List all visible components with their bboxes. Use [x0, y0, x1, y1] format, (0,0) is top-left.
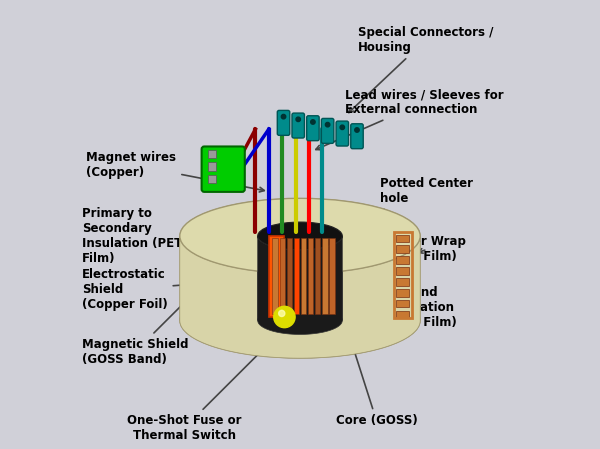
FancyBboxPatch shape: [272, 238, 278, 314]
Circle shape: [274, 306, 295, 328]
FancyBboxPatch shape: [396, 299, 409, 308]
Circle shape: [281, 114, 286, 119]
FancyBboxPatch shape: [396, 267, 409, 275]
Text: One-Shot Fuse or
Thermal Switch: One-Shot Fuse or Thermal Switch: [127, 329, 283, 442]
FancyBboxPatch shape: [396, 289, 409, 297]
FancyBboxPatch shape: [202, 146, 245, 192]
FancyBboxPatch shape: [308, 238, 313, 314]
FancyBboxPatch shape: [396, 278, 409, 286]
Polygon shape: [258, 222, 342, 321]
Polygon shape: [180, 198, 420, 321]
Ellipse shape: [180, 283, 420, 358]
Text: Primary to
Secondary
Insulation (PET
Film): Primary to Secondary Insulation (PET Fil…: [82, 207, 282, 265]
FancyBboxPatch shape: [329, 238, 335, 314]
Text: Special Connectors /
Housing: Special Connectors / Housing: [349, 26, 493, 113]
FancyBboxPatch shape: [396, 246, 409, 253]
Polygon shape: [180, 236, 420, 358]
Ellipse shape: [258, 222, 342, 250]
Circle shape: [325, 123, 330, 127]
FancyBboxPatch shape: [396, 311, 409, 318]
Circle shape: [296, 117, 301, 122]
Circle shape: [355, 128, 359, 132]
FancyBboxPatch shape: [351, 124, 363, 149]
FancyBboxPatch shape: [396, 256, 409, 264]
Text: Magnet wires
(Copper): Magnet wires (Copper): [86, 151, 264, 192]
Text: Ground
Insulation
(PET Film): Ground Insulation (PET Film): [389, 286, 457, 329]
Text: Electrostatic
Shield
(Copper Foil): Electrostatic Shield (Copper Foil): [82, 268, 298, 311]
FancyBboxPatch shape: [294, 238, 299, 314]
FancyBboxPatch shape: [322, 119, 334, 143]
Text: Lead wires / Sleeves for
External connection: Lead wires / Sleeves for External connec…: [316, 88, 503, 150]
FancyBboxPatch shape: [208, 163, 216, 171]
FancyBboxPatch shape: [287, 238, 292, 314]
FancyBboxPatch shape: [292, 113, 304, 138]
FancyBboxPatch shape: [280, 238, 285, 314]
FancyBboxPatch shape: [322, 238, 328, 314]
Polygon shape: [258, 236, 342, 335]
FancyBboxPatch shape: [307, 116, 319, 141]
FancyBboxPatch shape: [301, 238, 306, 314]
FancyBboxPatch shape: [396, 234, 409, 242]
Text: Potted Center
hole: Potted Center hole: [335, 177, 473, 230]
FancyBboxPatch shape: [336, 121, 349, 146]
Circle shape: [340, 125, 344, 130]
FancyBboxPatch shape: [269, 236, 284, 317]
Ellipse shape: [180, 198, 420, 273]
FancyBboxPatch shape: [315, 238, 320, 314]
Circle shape: [278, 310, 285, 317]
Text: Core (GOSS): Core (GOSS): [335, 325, 418, 427]
Circle shape: [311, 120, 315, 124]
FancyBboxPatch shape: [208, 175, 216, 183]
Text: Outer Wrap
(PET Film): Outer Wrap (PET Film): [389, 235, 466, 263]
FancyBboxPatch shape: [277, 110, 290, 135]
FancyBboxPatch shape: [208, 150, 216, 158]
Text: Magnetic Shield
(GOSS Band): Magnetic Shield (GOSS Band): [82, 299, 188, 365]
